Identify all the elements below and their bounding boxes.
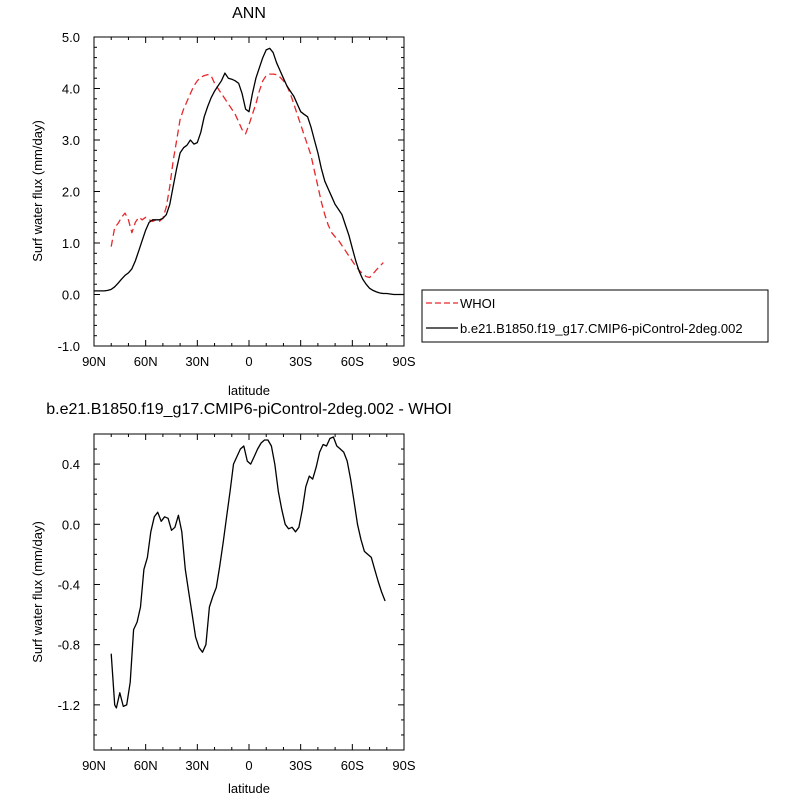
top-plot-area: 90N 60N 30N 0 30S 60S 90S 5.0 4.0 3.0 2.0 1.0 0.0 -1.… [58, 30, 416, 369]
top-x-tick-label: 60S [341, 354, 364, 369]
bottom-y-axis-label: Surf water flux (mm/day) [30, 521, 45, 663]
top-panel: ANN 90N 60N 30N 0 30S 60S 90S 5.0 4.0 3.0 2.0 1.0 0.… [30, 5, 416, 398]
legend: WHOI b.e21.B1850.f19_g17.CMIP6-piControl… [421, 289, 769, 343]
top-x-tick-label: 90S [392, 354, 415, 369]
bottom-y-tick-label: 0.0 [62, 517, 80, 532]
top-x-tick-label: 60N [134, 354, 158, 369]
bottom-y-tick-label: -0.4 [58, 577, 80, 592]
bottom-series-line-0 [110, 436, 386, 709]
top-y-tick-label: 5.0 [62, 30, 80, 45]
bottom-x-tick-label: 90S [392, 758, 415, 773]
bottom-y-tick-label: -0.8 [58, 638, 80, 653]
bottom-plot-frame [93, 433, 405, 751]
legend-label-model: b.e21.B1850.f19_g17.CMIP6-piControl-2deg… [460, 321, 743, 336]
bottom-x-tick-label: 30S [289, 758, 312, 773]
bottom-x-tick-label: 60N [134, 758, 158, 773]
bottom-x-tick-label: 60S [341, 758, 364, 773]
top-plot-frame [93, 36, 405, 347]
top-x-axis-label: latitude [228, 383, 270, 398]
top-x-tick-label: 90N [82, 354, 106, 369]
top-y-tick-label: 2.0 [62, 185, 80, 200]
top-series-line-0 [110, 73, 384, 279]
bottom-plot-area: 90N 60N 30N 0 30S 60S 90S 0.4 0.0 -0.4 -0.8 -1.2 [58, 433, 416, 773]
bottom-panel: b.e21.B1850.f19_g17.CMIP6-piControl-2deg… [30, 401, 452, 796]
top-y-tick-label: 4.0 [62, 82, 80, 97]
top-y-tick-label: -1.0 [58, 339, 80, 354]
bottom-x-axis-label: latitude [228, 781, 270, 796]
legend-label-whoi: WHOI [460, 296, 495, 311]
top-y-tick-label: 0.0 [62, 288, 80, 303]
bottom-x-tick-label: 30N [185, 758, 209, 773]
bottom-y-tick-label: 0.4 [62, 457, 80, 472]
bottom-x-tick-label: 90N [82, 758, 106, 773]
top-x-tick-label: 30N [185, 354, 209, 369]
top-y-axis-label: Surf water flux (mm/day) [30, 120, 45, 262]
legend-box [421, 289, 769, 343]
top-x-tick-label: 30S [289, 354, 312, 369]
top-series-line-1 [94, 47, 404, 296]
bottom-x-tick-label: 0 [245, 758, 252, 773]
bottom-chart-title: b.e21.B1850.f19_g17.CMIP6-piControl-2deg… [46, 401, 452, 418]
bottom-y-tick-label: -1.2 [58, 698, 80, 713]
top-chart-title: ANN [232, 5, 266, 22]
top-x-tick-label: 0 [245, 354, 252, 369]
top-y-tick-label: 1.0 [62, 236, 80, 251]
top-y-tick-label: 3.0 [62, 133, 80, 148]
